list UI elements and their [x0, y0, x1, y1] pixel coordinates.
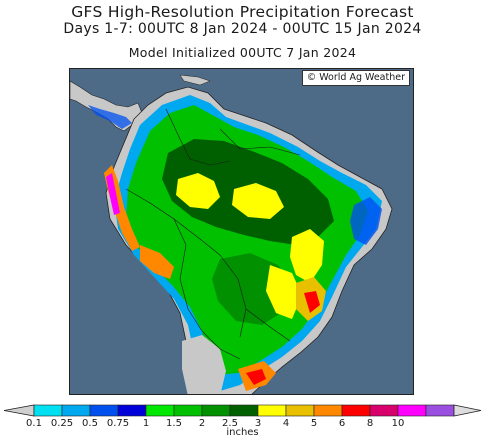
legend-tick-label: 8 [367, 418, 373, 428]
legend-tick-label: 6 [339, 418, 345, 428]
precipitation-map: © World Ag Weather [69, 68, 414, 395]
rain-magenta-andes [106, 173, 120, 215]
legend-swatch [397, 404, 427, 417]
legend-tick-label: 2.5 [222, 418, 238, 428]
rain-yellow-west [176, 173, 220, 209]
legend-tick-label: 4 [283, 418, 289, 428]
legend-tick-label: 10 [392, 418, 405, 428]
legend-tick-label: 0.1 [26, 418, 42, 428]
legend-tick-label: 2 [199, 418, 205, 428]
legend-over-arrow [453, 404, 482, 417]
legend-tick-label: 3 [255, 418, 261, 428]
legend-swatch [61, 404, 91, 417]
map-canvas [70, 69, 413, 394]
legend-tick-label: 0.5 [82, 418, 98, 428]
legend-swatch [369, 404, 399, 417]
legend-swatch [117, 404, 147, 417]
rain-red-core [304, 291, 320, 313]
legend-swatch [201, 404, 231, 417]
precip-legend: 0.1 0.25 0.5 0.75 1 1.5 2 2.5 3 4 5 6 8 10 [0, 400, 485, 442]
rain-yellow-southeast [266, 265, 302, 319]
credit-label: © World Ag Weather [301, 70, 410, 86]
legend-tick-label: 5 [311, 418, 317, 428]
legend-tick-label: 0.75 [107, 418, 129, 428]
legend-tick-label: 1 [143, 418, 149, 428]
legend-swatch [173, 404, 203, 417]
legend-swatch [33, 404, 63, 417]
model-init-label: Model Initialized 00UTC 7 Jan 2024 [128, 45, 357, 60]
legend-units: inches [226, 427, 259, 438]
map-subtitle: Days 1-7: 00UTC 8 Jan 2024 - 00UTC 15 Ja… [63, 21, 422, 37]
legend-colorbar: 0.1 0.25 0.5 0.75 1 1.5 2 2.5 3 4 5 6 8 10 [3, 404, 482, 428]
legend-tick-label: 1.5 [166, 418, 182, 428]
legend-swatch [229, 404, 259, 417]
caribbean-islands [179, 74, 211, 86]
rain-blue-ne-coast [350, 197, 382, 245]
dry-south [182, 335, 226, 394]
legend-swatch [257, 404, 287, 417]
central-america-rain [88, 105, 132, 129]
map-title: GFS High-Resolution Precipitation Foreca… [71, 3, 414, 21]
rain-south-red [246, 369, 266, 385]
legend-swatch [425, 404, 455, 417]
legend-tick-label: 0.25 [51, 418, 73, 428]
legend-under-arrow [3, 404, 35, 417]
legend-swatch [341, 404, 371, 417]
country-borders [125, 108, 301, 360]
legend-swatch [313, 404, 343, 417]
legend-swatch [285, 404, 315, 417]
legend-swatch [89, 404, 119, 417]
rain-yellow-central [232, 183, 284, 219]
rain-yellow-east [290, 229, 324, 283]
rain-orange-bolivia [140, 245, 174, 279]
legend-swatch [145, 404, 175, 417]
